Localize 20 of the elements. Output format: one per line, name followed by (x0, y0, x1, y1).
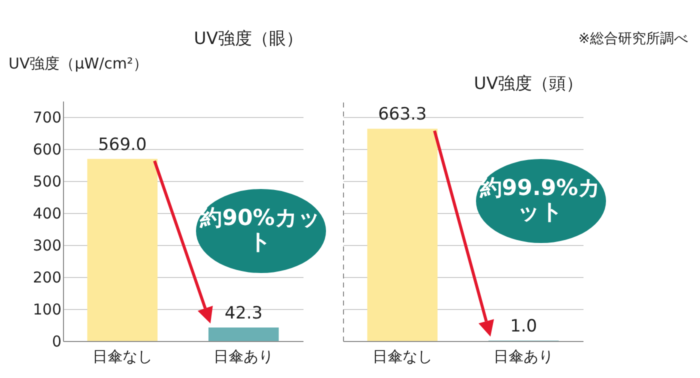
y-tick-label: 100 (32, 300, 62, 318)
y-tick-label: 300 (32, 236, 62, 254)
text: ※総合研究所調べ (578, 30, 688, 48)
data-label: 569.0 (98, 134, 147, 155)
y-tick-label: 200 (32, 268, 62, 286)
chart-title: UV強度（眼） (194, 29, 303, 49)
x-tick-label: 日傘あり (214, 348, 274, 366)
y-tick-label: 400 (32, 204, 62, 222)
x-tick-label: 日傘なし (372, 348, 432, 366)
chart-title: UV強度（頭） (474, 74, 583, 94)
y-tick-label: 700 (32, 108, 62, 126)
data-label: 663.3 (378, 104, 427, 125)
data-label: 1.0 (510, 316, 538, 337)
x-tick-label: 日傘なし (92, 348, 152, 366)
y-tick-label: 500 (32, 172, 62, 190)
y-tick-label: 0 (52, 332, 62, 350)
y-axis-title: UV強度（μW/cm²） (8, 54, 148, 72)
data-label: 42.3 (224, 303, 263, 324)
x-tick-label: 日傘あり (494, 348, 554, 366)
y-tick-label: 600 (32, 140, 62, 158)
